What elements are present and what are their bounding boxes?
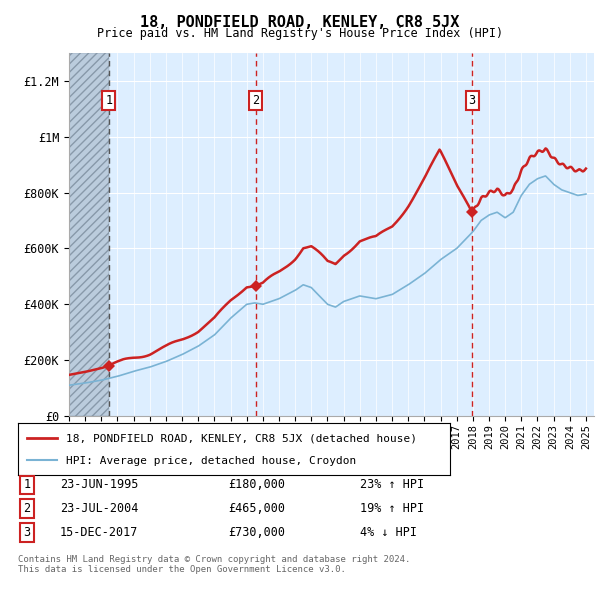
Text: HPI: Average price, detached house, Croydon: HPI: Average price, detached house, Croy… (65, 457, 356, 467)
Text: Price paid vs. HM Land Registry's House Price Index (HPI): Price paid vs. HM Land Registry's House … (97, 27, 503, 40)
Text: 15-DEC-2017: 15-DEC-2017 (60, 526, 139, 539)
Text: 4% ↓ HPI: 4% ↓ HPI (360, 526, 417, 539)
Text: £465,000: £465,000 (228, 502, 285, 515)
Text: 2: 2 (252, 94, 259, 107)
Text: 3: 3 (23, 526, 31, 539)
Text: £730,000: £730,000 (228, 526, 285, 539)
Text: 23-JUL-2004: 23-JUL-2004 (60, 502, 139, 515)
Text: 23% ↑ HPI: 23% ↑ HPI (360, 478, 424, 491)
Text: 1: 1 (23, 478, 31, 491)
Text: £180,000: £180,000 (228, 478, 285, 491)
Text: 18, PONDFIELD ROAD, KENLEY, CR8 5JX (detached house): 18, PONDFIELD ROAD, KENLEY, CR8 5JX (det… (65, 434, 416, 444)
Text: This data is licensed under the Open Government Licence v3.0.: This data is licensed under the Open Gov… (18, 565, 346, 574)
Text: 2: 2 (23, 502, 31, 515)
Text: 23-JUN-1995: 23-JUN-1995 (60, 478, 139, 491)
Text: Contains HM Land Registry data © Crown copyright and database right 2024.: Contains HM Land Registry data © Crown c… (18, 555, 410, 563)
Text: 18, PONDFIELD ROAD, KENLEY, CR8 5JX: 18, PONDFIELD ROAD, KENLEY, CR8 5JX (140, 15, 460, 30)
Text: 19% ↑ HPI: 19% ↑ HPI (360, 502, 424, 515)
Text: 1: 1 (106, 94, 112, 107)
Text: 3: 3 (469, 94, 476, 107)
